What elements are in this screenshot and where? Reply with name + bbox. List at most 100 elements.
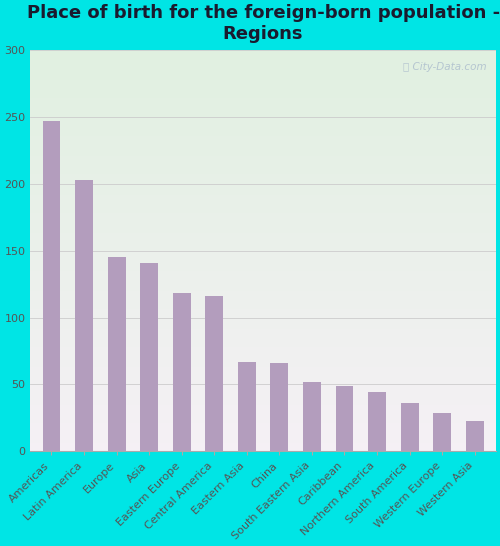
Bar [30, 68, 496, 70]
Bar [30, 104, 496, 106]
Bar [30, 122, 496, 124]
Bar [30, 72, 496, 74]
Bar [30, 379, 496, 381]
Bar [30, 152, 496, 155]
Bar [238, 361, 256, 452]
Bar [30, 343, 496, 345]
Bar [30, 233, 496, 235]
Bar [30, 385, 496, 387]
Bar [30, 303, 496, 305]
Bar [30, 84, 496, 86]
Bar [30, 179, 496, 181]
Bar [30, 259, 496, 261]
Bar [433, 413, 451, 452]
Bar [30, 399, 496, 401]
Bar [30, 335, 496, 337]
Bar [30, 218, 496, 221]
Bar [30, 130, 496, 132]
Bar [30, 265, 496, 267]
Bar [30, 80, 496, 82]
Bar [30, 381, 496, 383]
Bar [30, 287, 496, 289]
Bar [30, 283, 496, 285]
Title: Place of birth for the foreign-born population -
Regions: Place of birth for the foreign-born popu… [26, 4, 500, 43]
Bar [30, 248, 496, 251]
Bar [30, 407, 496, 409]
Bar [30, 227, 496, 229]
Bar [30, 86, 496, 88]
Bar [30, 199, 496, 200]
Bar [30, 393, 496, 395]
Bar [400, 403, 418, 452]
Bar [30, 331, 496, 333]
Bar [206, 296, 223, 452]
Bar [30, 441, 496, 443]
Bar [30, 205, 496, 206]
Bar [75, 180, 93, 452]
Bar [30, 437, 496, 440]
Bar [30, 275, 496, 277]
Bar [30, 419, 496, 421]
Bar [30, 229, 496, 230]
Bar [30, 315, 496, 317]
Bar [30, 383, 496, 385]
Bar [30, 191, 496, 193]
Bar [30, 345, 496, 347]
Bar [30, 138, 496, 140]
Bar [30, 60, 496, 62]
Bar [30, 181, 496, 182]
Bar [30, 74, 496, 76]
Bar [30, 136, 496, 138]
Bar [30, 269, 496, 271]
Bar [30, 409, 496, 411]
Bar [30, 375, 496, 377]
Bar [30, 158, 496, 161]
Bar [30, 447, 496, 449]
Bar [30, 134, 496, 136]
Bar [30, 301, 496, 303]
Bar [30, 124, 496, 126]
Bar [30, 391, 496, 393]
Text: ⓘ City-Data.com: ⓘ City-Data.com [403, 62, 486, 72]
Bar [30, 353, 496, 355]
Bar [30, 405, 496, 407]
Bar [30, 295, 496, 297]
Bar [30, 156, 496, 158]
Bar [30, 257, 496, 259]
Bar [30, 100, 496, 102]
Bar [336, 386, 353, 452]
Bar [30, 327, 496, 329]
Bar [30, 94, 496, 96]
Bar [30, 223, 496, 224]
Bar [30, 279, 496, 281]
Bar [30, 247, 496, 248]
Bar [30, 367, 496, 369]
Bar [30, 62, 496, 64]
Bar [30, 355, 496, 357]
Bar [30, 116, 496, 118]
Bar [30, 440, 496, 441]
Bar [30, 92, 496, 94]
Bar [30, 309, 496, 311]
Bar [30, 102, 496, 104]
Bar [30, 413, 496, 415]
Bar [30, 285, 496, 287]
Bar [30, 110, 496, 112]
Bar [30, 321, 496, 323]
Bar [30, 429, 496, 431]
Bar [30, 140, 496, 143]
Bar [30, 200, 496, 203]
Bar [30, 217, 496, 218]
Bar [30, 132, 496, 134]
Bar [30, 162, 496, 164]
Bar [30, 211, 496, 212]
Bar [30, 82, 496, 84]
Bar [30, 203, 496, 205]
Bar [30, 341, 496, 343]
Bar [30, 359, 496, 361]
Bar [270, 363, 288, 452]
Bar [30, 443, 496, 446]
Bar [30, 423, 496, 425]
Bar [30, 357, 496, 359]
Bar [30, 253, 496, 254]
